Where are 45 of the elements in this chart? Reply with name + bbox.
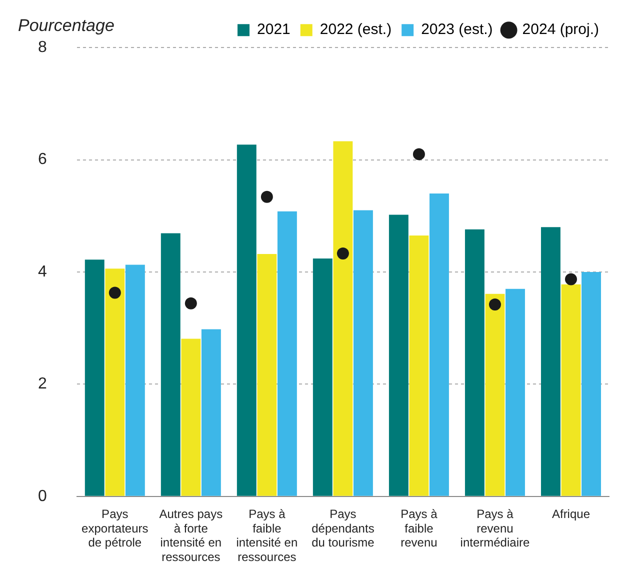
bar [84,260,104,496]
y-tick-label: 4 [38,263,47,280]
point [488,298,501,311]
y-tick-label: 2 [38,376,47,393]
x-tick-label: Pays dépendants du tourisme [312,506,375,550]
x-tick-label: Pays exportateurs de pétrole [82,506,148,550]
bar [582,272,601,496]
bar [506,288,525,496]
y-tick-label: 6 [38,151,47,168]
legend-label: 2023 (est.) [421,21,493,38]
x-tick-label: Pays à revenu intermédiaire [460,506,530,550]
bar [333,141,353,496]
point [260,190,273,203]
x-tick-label: Pays à faible revenu [400,506,438,550]
point [336,247,349,260]
bar [257,254,277,496]
bar [312,258,332,496]
bar [561,284,581,496]
bar [388,214,408,496]
legend-label: 2024 (proj.) [522,21,600,38]
point [412,148,425,160]
bar [430,193,449,496]
y-tick-label: 0 [38,488,47,505]
bar [409,236,429,496]
point [564,273,577,286]
bar [181,338,201,496]
bar [236,144,256,496]
y-axis-title: Pourcentage [18,16,114,36]
legend-label: 2021 [257,21,290,38]
point [108,286,121,299]
bar [485,294,505,496]
bar [353,210,373,496]
bar [125,264,145,496]
bar [201,329,221,496]
x-tick-label: Afrique [552,506,590,521]
x-tick-label: Autres pays à forte intensité en ressources [159,506,223,564]
y-tick-label: 8 [38,39,47,56]
legend-label: 2022 (est.) [320,21,392,38]
point [184,297,197,310]
x-tick-label: Pays à faible intensité en ressources [236,506,298,564]
bar [160,233,180,496]
bar [464,229,484,496]
bar [105,268,125,496]
bar [540,227,560,496]
bar [277,211,297,496]
